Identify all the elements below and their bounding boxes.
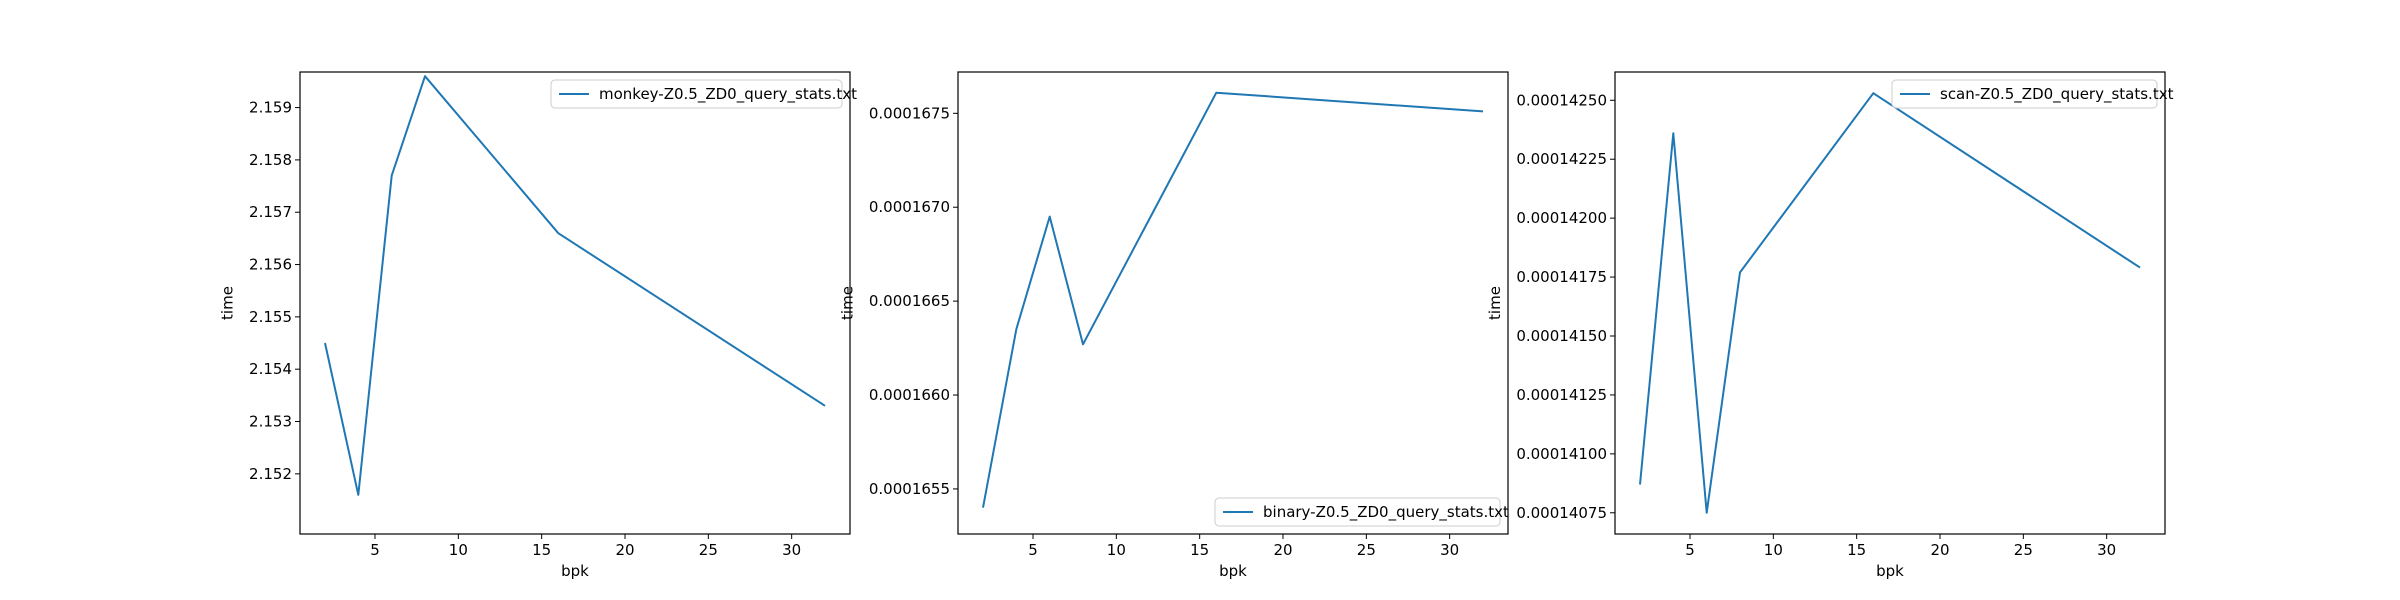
y-tick-label: 2.158 bbox=[249, 151, 292, 169]
x-tick-label: 10 bbox=[1764, 541, 1783, 559]
x-tick-label: 15 bbox=[532, 541, 551, 559]
y-tick-label: 0.00014200 bbox=[1516, 209, 1607, 227]
x-tick-label: 20 bbox=[615, 541, 634, 559]
plot-frame bbox=[1614, 71, 2166, 535]
y-tick-label: 0.0001670 bbox=[869, 198, 950, 216]
chart-panel-3: 5 10 15 20 25 30 0.00014075 0.00014100 0.0001412… bbox=[1486, 71, 2174, 580]
chart-panel-2: 5 10 15 20 25 30 0.0001655 0.0001660 0.0001665 0.… bbox=[839, 71, 1509, 580]
y-tick-label: 2.155 bbox=[249, 308, 292, 326]
y-tick-label: 0.00014075 bbox=[1516, 504, 1607, 522]
legend: scan-Z0.5_ZD0_query_stats.txt bbox=[1891, 79, 2174, 109]
series-line bbox=[324, 75, 826, 496]
x-tick-label: 10 bbox=[449, 541, 468, 559]
y-tick-label: 0.0001655 bbox=[869, 480, 950, 498]
x-tick-label: 30 bbox=[2097, 541, 2116, 559]
series-line bbox=[982, 91, 1484, 508]
x-tick-label: 25 bbox=[2014, 541, 2033, 559]
x-tick-label: 5 bbox=[1685, 541, 1695, 559]
y-tick-label: 0.00014125 bbox=[1516, 386, 1607, 404]
legend-box bbox=[550, 79, 843, 109]
x-axis-label: bpk bbox=[1219, 562, 1247, 580]
y-tick-label: 0.00014250 bbox=[1516, 91, 1607, 109]
x-tick-label: 5 bbox=[370, 541, 380, 559]
x-tick-label: 20 bbox=[1930, 541, 1949, 559]
y-tick-label: 0.00014100 bbox=[1516, 445, 1607, 463]
legend-label: scan-Z0.5_ZD0_query_stats.txt bbox=[1940, 85, 2174, 104]
x-tick-label: 10 bbox=[1107, 541, 1126, 559]
y-tick-label: 0.0001665 bbox=[869, 292, 950, 310]
y-tick-label: 2.156 bbox=[249, 256, 292, 274]
y-tick-label: 0.00014150 bbox=[1516, 327, 1607, 345]
y-tick-label: 2.153 bbox=[249, 413, 292, 431]
x-tick-label: 15 bbox=[1847, 541, 1866, 559]
x-tick-label: 5 bbox=[1028, 541, 1038, 559]
y-tick-label: 0.0001675 bbox=[869, 104, 950, 122]
y-axis-label: time bbox=[839, 286, 857, 320]
x-tick-label: 15 bbox=[1190, 541, 1209, 559]
y-tick-label: 0.00014175 bbox=[1516, 268, 1607, 286]
legend-box bbox=[1891, 79, 2158, 109]
legend: monkey-Z0.5_ZD0_query_stats.txt bbox=[550, 79, 857, 109]
legend-label: binary-Z0.5_ZD0_query_stats.txt bbox=[1263, 503, 1509, 522]
x-tick-label: 30 bbox=[1440, 541, 1459, 559]
y-tick-label: 2.154 bbox=[249, 360, 292, 378]
y-tick-label: 0.00014225 bbox=[1516, 150, 1607, 168]
chart-panel-1: 5 10 15 20 25 30 2.152 2.153 2.154 2.155 2.156 2.15… bbox=[219, 71, 857, 580]
y-axis-label: time bbox=[1486, 286, 1504, 320]
y-axis-label: time bbox=[219, 286, 237, 320]
x-tick-label: 25 bbox=[699, 541, 718, 559]
plot-frame bbox=[957, 71, 1509, 535]
y-tick-label: 2.159 bbox=[249, 99, 292, 117]
y-tick-label: 2.157 bbox=[249, 203, 292, 221]
y-tick-label: 2.152 bbox=[249, 465, 292, 483]
plot-frame bbox=[299, 71, 851, 535]
x-tick-label: 30 bbox=[782, 541, 801, 559]
x-tick-label: 25 bbox=[1357, 541, 1376, 559]
x-axis-label: bpk bbox=[561, 562, 589, 580]
series-line bbox=[1639, 92, 2141, 514]
legend-label: monkey-Z0.5_ZD0_query_stats.txt bbox=[599, 85, 857, 104]
x-tick-label: 20 bbox=[1273, 541, 1292, 559]
legend: binary-Z0.5_ZD0_query_stats.txt bbox=[1214, 497, 1509, 527]
legend-box bbox=[1214, 497, 1501, 527]
y-tick-label: 0.0001660 bbox=[869, 386, 950, 404]
x-axis-label: bpk bbox=[1876, 562, 1904, 580]
